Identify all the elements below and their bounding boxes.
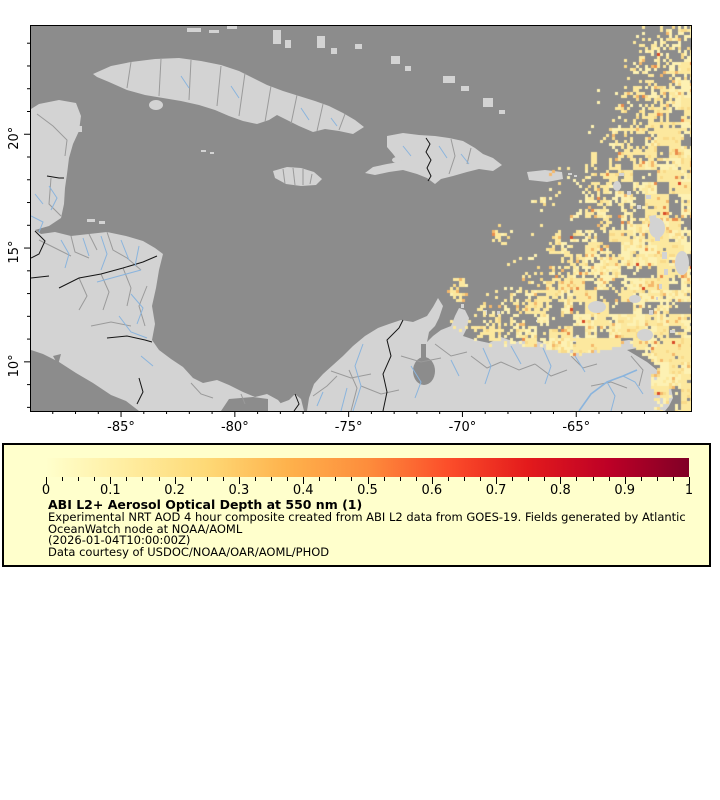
colorbar-tick — [78, 477, 80, 481]
colorbar-tick — [576, 477, 578, 481]
legend-credit: Data courtesy of USDOC/NOAA/OAR/AOML/PHO… — [48, 544, 330, 559]
colorbar-tick — [480, 477, 482, 481]
colorbar-tick — [608, 477, 610, 481]
colorbar-tick — [367, 477, 369, 484]
colorbar-tick — [142, 477, 144, 481]
colorbar-tick — [206, 477, 208, 481]
legend-text-block: ABI L2+ Aerosol Optical Depth at 550 nm … — [48, 498, 701, 558]
axis-tick-label: -75° — [335, 420, 363, 435]
legend-timestamp: (2026-01-04T10:00:00Z) — [48, 533, 191, 547]
colorbar-tick — [287, 477, 289, 481]
axis-tick-label: 20° — [7, 127, 22, 150]
colorbar-tick-label: 0.6 — [421, 483, 443, 498]
lesser-antilles-islands — [619, 173, 675, 333]
colorbar-tick — [319, 477, 321, 481]
colorbar-tick — [222, 477, 224, 481]
map-axes: -85° -80° -75° -70° -65° 20° 15° 10° — [7, 42, 668, 435]
axis-tick-label: 10° — [7, 354, 22, 377]
legend-title: ABI L2+ Aerosol Optical Depth at 550 nm … — [48, 497, 363, 512]
colorbar-tick — [496, 477, 498, 484]
colorbar-tick — [463, 477, 465, 481]
colorbar-tick — [238, 477, 240, 484]
colorbar-tick — [528, 477, 530, 481]
aod-data-layer — [31, 26, 691, 411]
colorbar-tick — [271, 477, 273, 481]
cloud-patches — [588, 181, 689, 341]
axis-tick-label: -80° — [221, 420, 249, 435]
colorbar-tick — [254, 477, 256, 481]
colorbar-tick-label: 0.9 — [614, 483, 636, 498]
colorbar-tick — [190, 477, 192, 481]
axis-tick-label: -70° — [449, 420, 477, 435]
map-overlay-layer — [588, 173, 689, 341]
colorbar-tick-label: 0.3 — [228, 483, 250, 498]
colorbar-tick-labels: 0 0.1 0.2 0.3 0.4 0.5 0.6 0.7 0.8 0.9 1 — [42, 483, 693, 500]
colorbar-tick — [415, 477, 417, 481]
colorbar-tick — [512, 477, 514, 481]
aod-map — [30, 25, 692, 412]
colorbar-tick — [351, 477, 353, 481]
colorbar-tick — [126, 477, 128, 481]
colorbar-tick — [46, 477, 47, 484]
axis-tick-label: -85° — [107, 420, 135, 435]
colorbar-tick — [62, 477, 64, 481]
axis-tick-label: -65° — [562, 420, 590, 435]
legend-description-line: Experimental NRT AOD 4 hour composite cr… — [48, 510, 686, 524]
colorbar-tick-label: 0.1 — [99, 483, 121, 498]
colorbar-ticks — [46, 477, 690, 485]
colorbar-tick-label: 0.8 — [550, 483, 571, 498]
colorbar-tick — [399, 477, 401, 481]
colorbar-tick-label: 0.7 — [485, 483, 507, 498]
colorbar-tick — [383, 477, 385, 481]
colorbar-tick — [94, 477, 96, 481]
legend-panel: 0 0.1 0.2 0.3 0.4 0.5 0.6 0.7 0.8 0.9 1 ABI L2+ Ae… — [2, 443, 711, 567]
colorbar-tick-label: 0 — [41, 483, 51, 498]
colorbar-tick — [335, 477, 337, 481]
colorbar-tick — [431, 477, 433, 484]
axis-tick-label: 15° — [7, 241, 22, 264]
colorbar-tick — [560, 477, 562, 484]
colorbar-tick — [624, 477, 626, 484]
colorbar-tick — [672, 477, 674, 481]
colorbar-tick-label: 0.4 — [292, 483, 314, 498]
colorbar-tick — [544, 477, 546, 481]
colorbar-tick — [689, 477, 690, 484]
legend-description-line: OceanWatch node at NOAA/AOML — [48, 521, 243, 536]
colorbar-tick — [592, 477, 594, 481]
colorbar-tick — [640, 477, 642, 481]
colorbar — [46, 458, 689, 477]
colorbar-tick — [110, 477, 112, 484]
colorbar-tick-label: 0.5 — [357, 483, 378, 498]
colorbar-tick-label: 0.2 — [164, 483, 185, 498]
colorbar-tick — [174, 477, 176, 484]
colorbar-tick — [656, 477, 658, 481]
colorbar-tick — [158, 477, 160, 481]
colorbar-tick — [447, 477, 449, 481]
colorbar-tick — [303, 477, 305, 484]
colorbar-tick-label: 1 — [684, 483, 694, 498]
